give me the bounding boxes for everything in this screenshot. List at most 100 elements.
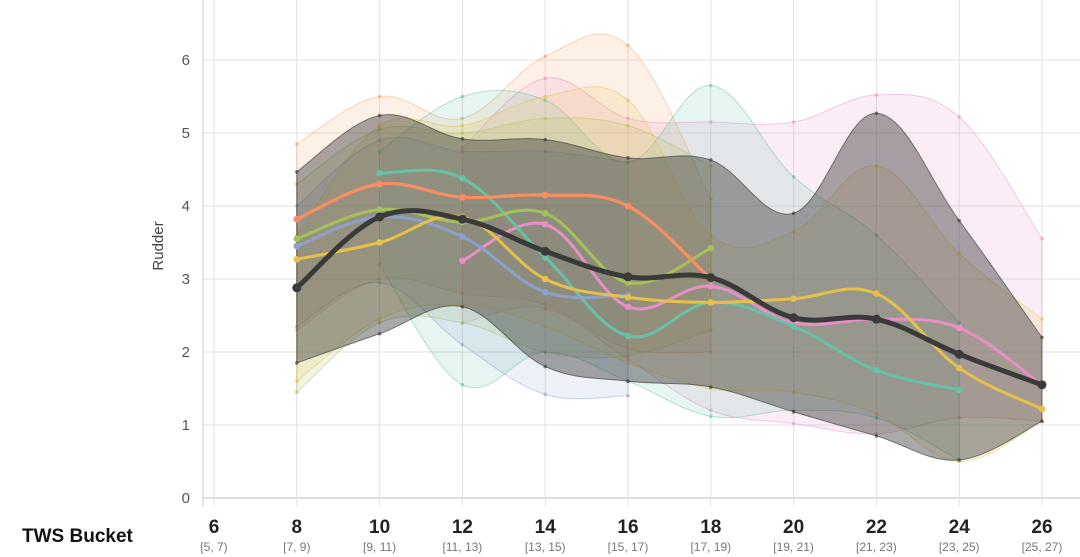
series-point — [1038, 405, 1046, 413]
y-tick-label: 6 — [182, 52, 190, 69]
band-upper-point — [626, 160, 630, 164]
band-upper-point — [460, 94, 465, 99]
series-point — [457, 214, 467, 224]
band-lower-point — [295, 390, 299, 394]
x-tick-label: 20 — [783, 517, 804, 538]
series-line — [294, 208, 1045, 388]
series-point — [623, 272, 633, 282]
band-upper-point — [543, 149, 547, 154]
band-upper-point — [791, 229, 796, 234]
band-upper-point — [626, 156, 630, 160]
x-tick-label: 18 — [700, 517, 721, 538]
x-tick-range-label: [7, 9) — [283, 540, 310, 554]
band-upper-point — [957, 251, 961, 256]
series-line — [460, 221, 1044, 387]
band-lower-point — [460, 321, 465, 325]
series-point — [873, 290, 880, 297]
band-upper-point — [709, 196, 713, 201]
x-tick-label: 22 — [866, 517, 887, 538]
x-tick-label: 16 — [617, 517, 638, 538]
band-lower-point — [295, 379, 299, 384]
series-point — [1037, 380, 1047, 390]
band-lower-point — [874, 412, 879, 416]
series-line — [378, 168, 961, 392]
series-point — [541, 288, 549, 296]
y-axis: 0 1 2 3 4 5 6 — [182, 52, 190, 507]
series-point — [873, 366, 880, 374]
band-upper-point — [377, 149, 382, 154]
x-axis: 6 [5, 7) 8 [7, 9) 10 [9, 11) 12 [11, 13) 14 [13, … — [200, 517, 1062, 554]
series-point — [376, 169, 383, 177]
band-upper-point — [1040, 335, 1044, 340]
x-tick-label: 6 — [209, 517, 220, 538]
band-lower-point — [295, 361, 299, 365]
band-upper-point — [377, 123, 382, 128]
series-point — [292, 283, 302, 293]
band-lower-point — [377, 280, 382, 285]
band-upper-point — [543, 76, 547, 81]
band-upper-point — [626, 116, 630, 121]
band-upper-point — [460, 116, 465, 121]
band-upper-point — [295, 142, 299, 146]
band-upper-point — [791, 211, 796, 216]
band-lower-point — [626, 346, 630, 351]
band-upper-point — [874, 233, 879, 237]
band-upper-point — [709, 83, 713, 88]
series-point — [706, 273, 716, 283]
x-tick-range-label: [15, 17) — [608, 540, 649, 554]
x-tick-range-label: [11, 13) — [442, 540, 482, 554]
x-tick-label: 26 — [1031, 517, 1052, 538]
band-lower-point — [543, 324, 547, 329]
series-point — [293, 255, 301, 263]
band-upper-point — [626, 98, 630, 102]
band-lower-point — [626, 394, 630, 398]
y-tick-label: 3 — [182, 271, 190, 288]
series-point — [707, 245, 715, 252]
band-upper-point — [791, 175, 796, 179]
y-tick-label: 0 — [182, 490, 190, 507]
series-point — [624, 293, 632, 301]
band-lower-point — [626, 361, 630, 365]
band-upper-point — [957, 115, 961, 119]
y-tick-label: 4 — [182, 198, 190, 215]
x-tick-range-label: [21, 23) — [856, 540, 897, 554]
band-lower-point — [1040, 419, 1044, 424]
series-point — [541, 275, 549, 283]
x-tick-range-label: [23, 25) — [939, 540, 980, 554]
band-lower-point — [709, 350, 713, 354]
band-upper-point — [543, 94, 547, 99]
series-point — [954, 349, 964, 359]
band-lower-point — [791, 421, 796, 426]
series-point — [541, 210, 549, 217]
band-lower-point — [377, 317, 382, 321]
x-tick-label: 8 — [292, 517, 303, 538]
band-lower-point — [957, 458, 961, 462]
series-lines — [292, 168, 1047, 413]
series-point — [541, 191, 549, 199]
band-upper-point — [1040, 317, 1044, 321]
series-point — [541, 253, 549, 261]
band-lower-point — [377, 262, 382, 267]
series-point — [790, 295, 797, 303]
band-lower-point — [709, 414, 713, 419]
series-point — [790, 323, 797, 330]
band-upper-point — [791, 120, 796, 124]
series-point — [955, 386, 963, 394]
series-point — [624, 202, 632, 210]
x-tick-range-label: [17, 19) — [690, 540, 731, 554]
band-lower-point — [709, 385, 713, 389]
series-point — [707, 299, 715, 306]
band-lower-point — [626, 357, 630, 362]
series-point — [375, 212, 385, 222]
band-upper-point — [377, 138, 382, 143]
grid — [202, 0, 1080, 506]
band-lower-point — [957, 415, 961, 420]
band-upper-point — [377, 113, 382, 118]
band-upper-point — [1040, 237, 1044, 241]
y-tick-label: 1 — [182, 417, 190, 434]
x-axis-title: TWS Bucket — [22, 526, 134, 547]
series-point — [376, 206, 383, 213]
band-lower-point — [709, 408, 713, 413]
band-upper-point — [626, 123, 630, 128]
band-upper-point — [460, 149, 465, 154]
